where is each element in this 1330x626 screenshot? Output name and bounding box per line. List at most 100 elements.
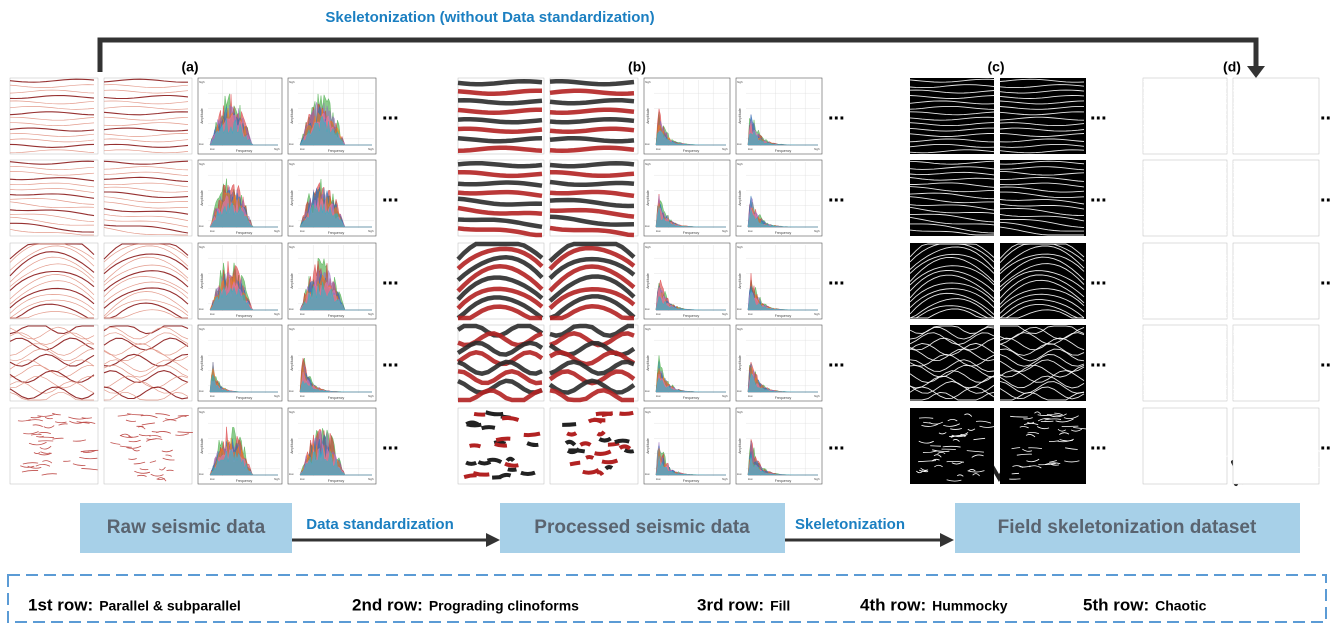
seismic-event — [920, 467, 929, 471]
spectrum-trace — [299, 281, 372, 311]
seismic-event — [1232, 125, 1318, 129]
seismic-event — [999, 354, 1085, 367]
seismic-event — [103, 78, 188, 83]
seismic-event — [103, 127, 189, 132]
seismic-event — [103, 138, 189, 143]
seismic-event — [999, 326, 1085, 340]
seismic-event — [618, 444, 632, 451]
tick-label: low — [656, 394, 661, 398]
seismic-event — [27, 465, 42, 469]
seismic-event — [141, 422, 155, 426]
seismic-event — [1232, 115, 1318, 120]
seismic-event — [999, 203, 1085, 210]
seismic-event — [1233, 299, 1318, 319]
seismic-event — [1029, 465, 1042, 469]
spectrum-trace — [655, 377, 726, 393]
seismic-event — [128, 435, 139, 438]
seismic-event — [9, 94, 95, 100]
seismic-event — [1298, 426, 1313, 430]
ellipsis: ... — [1320, 432, 1330, 454]
seismic-event — [909, 171, 995, 176]
tick-label: low — [737, 472, 742, 476]
seismic-event — [1142, 361, 1228, 375]
seismic-event — [601, 411, 613, 418]
seismic-event — [1172, 467, 1188, 471]
tick-label: low — [300, 147, 305, 151]
spectrum-trace — [299, 448, 372, 476]
spectrum-trace — [209, 118, 278, 146]
seismic-event — [156, 478, 165, 480]
seismic-event — [1184, 427, 1198, 429]
seismic-image — [9, 77, 99, 155]
panel-label: (a) — [181, 59, 198, 75]
tick-label: low — [210, 147, 215, 151]
seismic-event — [916, 470, 924, 474]
axis-label: Frequency — [236, 231, 253, 235]
seismic-event — [28, 441, 47, 446]
seismic-event — [909, 270, 995, 292]
seismic-event — [1142, 125, 1228, 129]
seismic-event — [999, 186, 1085, 193]
seismic-event — [457, 368, 543, 386]
tick-label: low — [748, 312, 753, 316]
seismic-event — [9, 326, 95, 340]
seismic-event — [1197, 416, 1209, 418]
seismic-event — [28, 419, 43, 422]
seismic-event — [1232, 184, 1318, 189]
seismic-event — [1142, 272, 1228, 299]
seismic-event — [1232, 84, 1318, 88]
seismic-event — [999, 299, 1085, 319]
seismic-event — [526, 441, 539, 448]
seismic-event — [1247, 423, 1258, 426]
seismic-event — [133, 461, 146, 465]
seismic-event — [548, 378, 636, 395]
seismic-event — [1232, 367, 1318, 381]
seismic-event — [1142, 266, 1228, 292]
seismic-event — [1232, 273, 1318, 298]
tick-label: high — [199, 245, 205, 249]
seismic-event — [9, 287, 95, 309]
legend-name: Prograding clinoforms — [429, 598, 579, 614]
seismic-event — [1232, 259, 1318, 285]
seismic-event — [1200, 457, 1210, 461]
seismic-event — [549, 107, 635, 115]
seismic-event — [1016, 453, 1032, 456]
seismic-event — [1232, 361, 1318, 375]
seismic-event — [1275, 426, 1293, 430]
tick-label: low — [748, 147, 753, 151]
seismic-event — [909, 160, 995, 165]
tick-label: high — [814, 477, 820, 481]
seismic-event — [1263, 460, 1272, 465]
seismic-event — [150, 473, 164, 477]
seismic-event — [909, 380, 995, 394]
seismic-event — [165, 454, 172, 457]
seismic-event — [999, 375, 1085, 389]
spectrum-trace — [299, 380, 372, 393]
seismic-event — [909, 298, 995, 319]
seismic-event — [9, 245, 95, 271]
seismic-event — [1232, 100, 1318, 104]
tick-label: high — [368, 312, 374, 316]
tick-label: low — [656, 312, 661, 316]
flow-box — [955, 503, 1300, 553]
seismic-event — [1160, 458, 1172, 462]
seismic-event — [1232, 329, 1318, 343]
seismic-event — [1142, 380, 1228, 394]
seismic-event — [1195, 451, 1204, 454]
seismic-event — [1204, 411, 1212, 414]
seismic-event — [1142, 90, 1228, 94]
seismic-event — [103, 84, 189, 88]
legend-row: 5th row: — [1083, 595, 1149, 614]
seismic-event — [165, 416, 181, 420]
ellipsis: ... — [828, 102, 845, 124]
seismic-event — [505, 456, 516, 463]
seismic-event — [1233, 312, 1317, 319]
seismic-event — [1193, 425, 1209, 428]
seismic-event — [909, 348, 995, 362]
tick-label: low — [656, 477, 661, 481]
seismic-event — [1180, 441, 1196, 446]
seismic-event — [1142, 178, 1228, 184]
seismic-event — [103, 160, 189, 165]
seismic-event — [1232, 325, 1317, 333]
seismic-event — [909, 138, 995, 143]
